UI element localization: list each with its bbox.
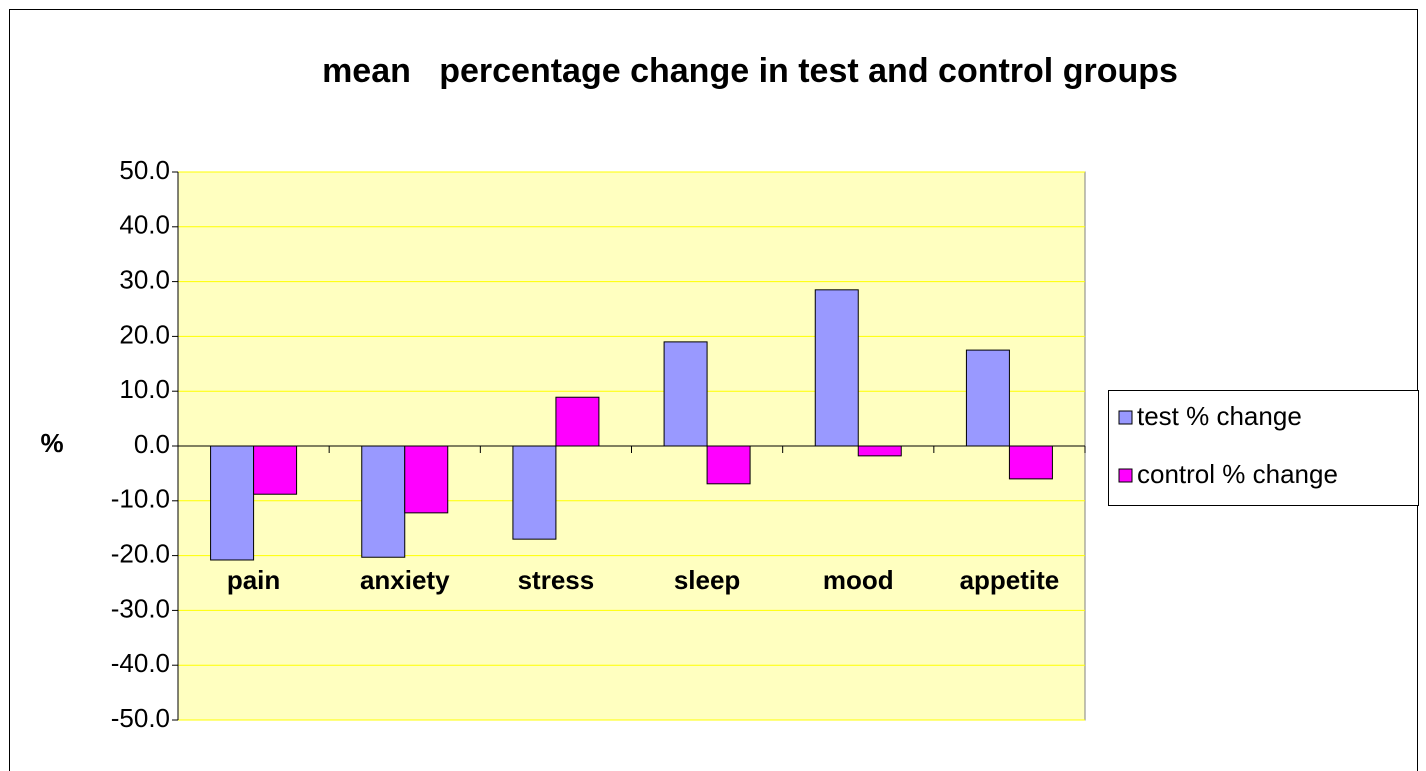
bar bbox=[361, 445, 406, 558]
x-tick-label: anxiety bbox=[360, 565, 450, 595]
x-tick-label: sleep bbox=[674, 565, 741, 595]
bar bbox=[965, 349, 1010, 447]
y-tick-label: 50.0 bbox=[119, 155, 170, 185]
bar bbox=[210, 445, 255, 561]
x-tick-label: appetite bbox=[960, 565, 1060, 595]
bar bbox=[857, 445, 902, 457]
bar bbox=[814, 289, 859, 447]
y-tick-label: -30.0 bbox=[111, 593, 170, 623]
y-tick-label: 10.0 bbox=[119, 374, 170, 404]
bar bbox=[1008, 445, 1053, 480]
y-tick-label: -20.0 bbox=[111, 538, 170, 568]
y-tick-label: -10.0 bbox=[111, 484, 170, 514]
y-axis-label: % bbox=[40, 428, 63, 458]
bar bbox=[706, 445, 751, 485]
bar bbox=[663, 341, 708, 447]
x-tick-label: stress bbox=[518, 565, 595, 595]
y-tick-label: 0.0 bbox=[134, 429, 170, 459]
bar bbox=[555, 396, 600, 447]
legend-label: control % change bbox=[1137, 459, 1338, 489]
legend-marker bbox=[1118, 410, 1133, 425]
y-tick-label: 40.0 bbox=[119, 210, 170, 240]
bar bbox=[512, 445, 557, 540]
x-tick-label: pain bbox=[227, 565, 280, 595]
y-tick-label: 30.0 bbox=[119, 264, 170, 294]
y-tick-label: -40.0 bbox=[111, 648, 170, 678]
chart-title: mean percentage change in test and contr… bbox=[322, 52, 1178, 90]
legend-marker bbox=[1118, 468, 1133, 483]
y-tick-label: 20.0 bbox=[119, 319, 170, 349]
bar bbox=[404, 445, 449, 514]
y-tick-label: -50.0 bbox=[111, 703, 170, 733]
bar bbox=[253, 445, 298, 495]
legend-label: test % change bbox=[1137, 401, 1302, 431]
x-tick-label: mood bbox=[823, 565, 894, 595]
legend bbox=[1108, 390, 1419, 506]
